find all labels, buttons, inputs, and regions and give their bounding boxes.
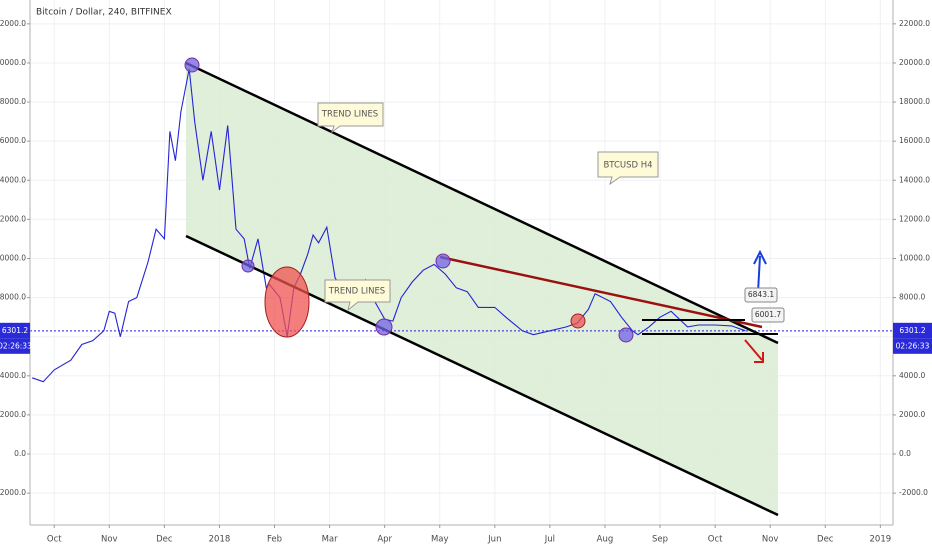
x-tick-label: Mar <box>322 535 339 545</box>
y2-tick-label: 0.0 <box>899 449 911 458</box>
last-price-label: 6301.2 <box>2 326 28 335</box>
last-price-box <box>893 322 932 339</box>
countdown-box <box>893 338 932 354</box>
countdown-label: 02:26:33 <box>896 341 930 350</box>
y-tick-label: 10000.0 <box>0 253 26 262</box>
y-tick-label: 18000.0 <box>0 97 26 106</box>
y2-tick-label: 8000.0 <box>899 293 925 302</box>
down-arrow <box>744 339 764 363</box>
y2-tick-label: -2000.0 <box>899 488 928 497</box>
callout-text: TREND LINES <box>328 287 385 297</box>
price-tag-box <box>744 287 778 303</box>
callout: TREND LINES <box>317 102 384 134</box>
y2-tick-label: 14000.0 <box>899 175 930 184</box>
x-tick-label: Dec <box>156 535 173 545</box>
callout: TREND LINES <box>324 279 391 312</box>
axis-layer: -2000.0 -2000.0 0.0 0.0 2000.0 2000.0 4000.0 40… <box>0 19 932 545</box>
upper-trend-line <box>185 61 779 345</box>
x-tick-label: Feb <box>267 535 282 545</box>
price-tag-box <box>751 307 785 323</box>
y-tick-label: -2000.0 <box>0 488 26 497</box>
x-tick-label: Jul <box>544 535 555 545</box>
y-tick-label: 2000.0 <box>0 410 26 419</box>
x-tick-label: Jun <box>487 535 501 545</box>
price-line <box>32 68 746 383</box>
x-tick-label: Apr <box>377 535 392 545</box>
chart-title: Bitcoin / Dollar, 240, BITFINEX <box>36 8 172 18</box>
up-arrow <box>753 249 767 293</box>
y2-tick-label: 10000.0 <box>899 253 930 262</box>
y-tick-label: 14000.0 <box>0 175 26 184</box>
callout-text: BTCUSD H4 <box>603 161 652 171</box>
price-tag: 6001.7 <box>755 310 781 319</box>
callout-box <box>317 102 384 134</box>
callout-text: TREND LINES <box>321 110 378 120</box>
highlight <box>375 318 393 336</box>
y-tick-label: 0.0 <box>14 449 26 458</box>
x-tick-label: Nov <box>762 535 779 545</box>
last-price-label: 6301.2 <box>899 326 925 335</box>
channel-fill <box>186 65 778 515</box>
y-tick-label: 8000.0 <box>0 293 26 302</box>
x-tick-label: 2019 <box>870 535 892 545</box>
resistance-line <box>439 255 763 329</box>
y2-tick-label: 16000.0 <box>899 136 930 145</box>
x-tick-label: Oct <box>47 535 62 545</box>
highlight <box>435 253 451 269</box>
y2-tick-label: 12000.0 <box>899 214 930 223</box>
callout-box <box>324 279 391 312</box>
y2-tick-label: 2000.0 <box>899 410 925 419</box>
countdown-label: 02:26:33 <box>0 341 32 350</box>
x-tick-label: Sep <box>652 535 668 545</box>
x-tick-label: 2018 <box>209 535 231 545</box>
x-tick-label: May <box>431 535 449 545</box>
x-tick-label: Oct <box>708 535 723 545</box>
y-tick-label: 16000.0 <box>0 136 26 145</box>
x-tick-label: Aug <box>597 535 614 545</box>
callout: BTCUSD H4 <box>597 151 659 186</box>
y-tick-label: 4000.0 <box>0 371 26 380</box>
highlight <box>241 259 255 273</box>
y-tick-label: 20000.0 <box>0 58 26 67</box>
y2-tick-label: 20000.0 <box>899 58 930 67</box>
last-price-box <box>0 322 30 339</box>
callout-box <box>597 151 659 186</box>
highlight <box>618 327 634 343</box>
x-tick-label: Nov <box>101 535 118 545</box>
countdown-box <box>0 338 30 354</box>
highlight <box>264 266 310 338</box>
series-layer <box>30 68 893 383</box>
y-tick-label: 12000.0 <box>0 214 26 223</box>
y2-tick-label: 4000.0 <box>899 371 925 380</box>
y-tick-label: 22000.0 <box>0 19 26 28</box>
y2-tick-label: 22000.0 <box>899 19 930 28</box>
price-tag: 6843.1 <box>748 290 774 299</box>
y2-tick-label: 18000.0 <box>899 97 930 106</box>
highlight <box>570 313 586 329</box>
x-tick-label: Dec <box>817 535 834 545</box>
highlight <box>184 57 200 73</box>
